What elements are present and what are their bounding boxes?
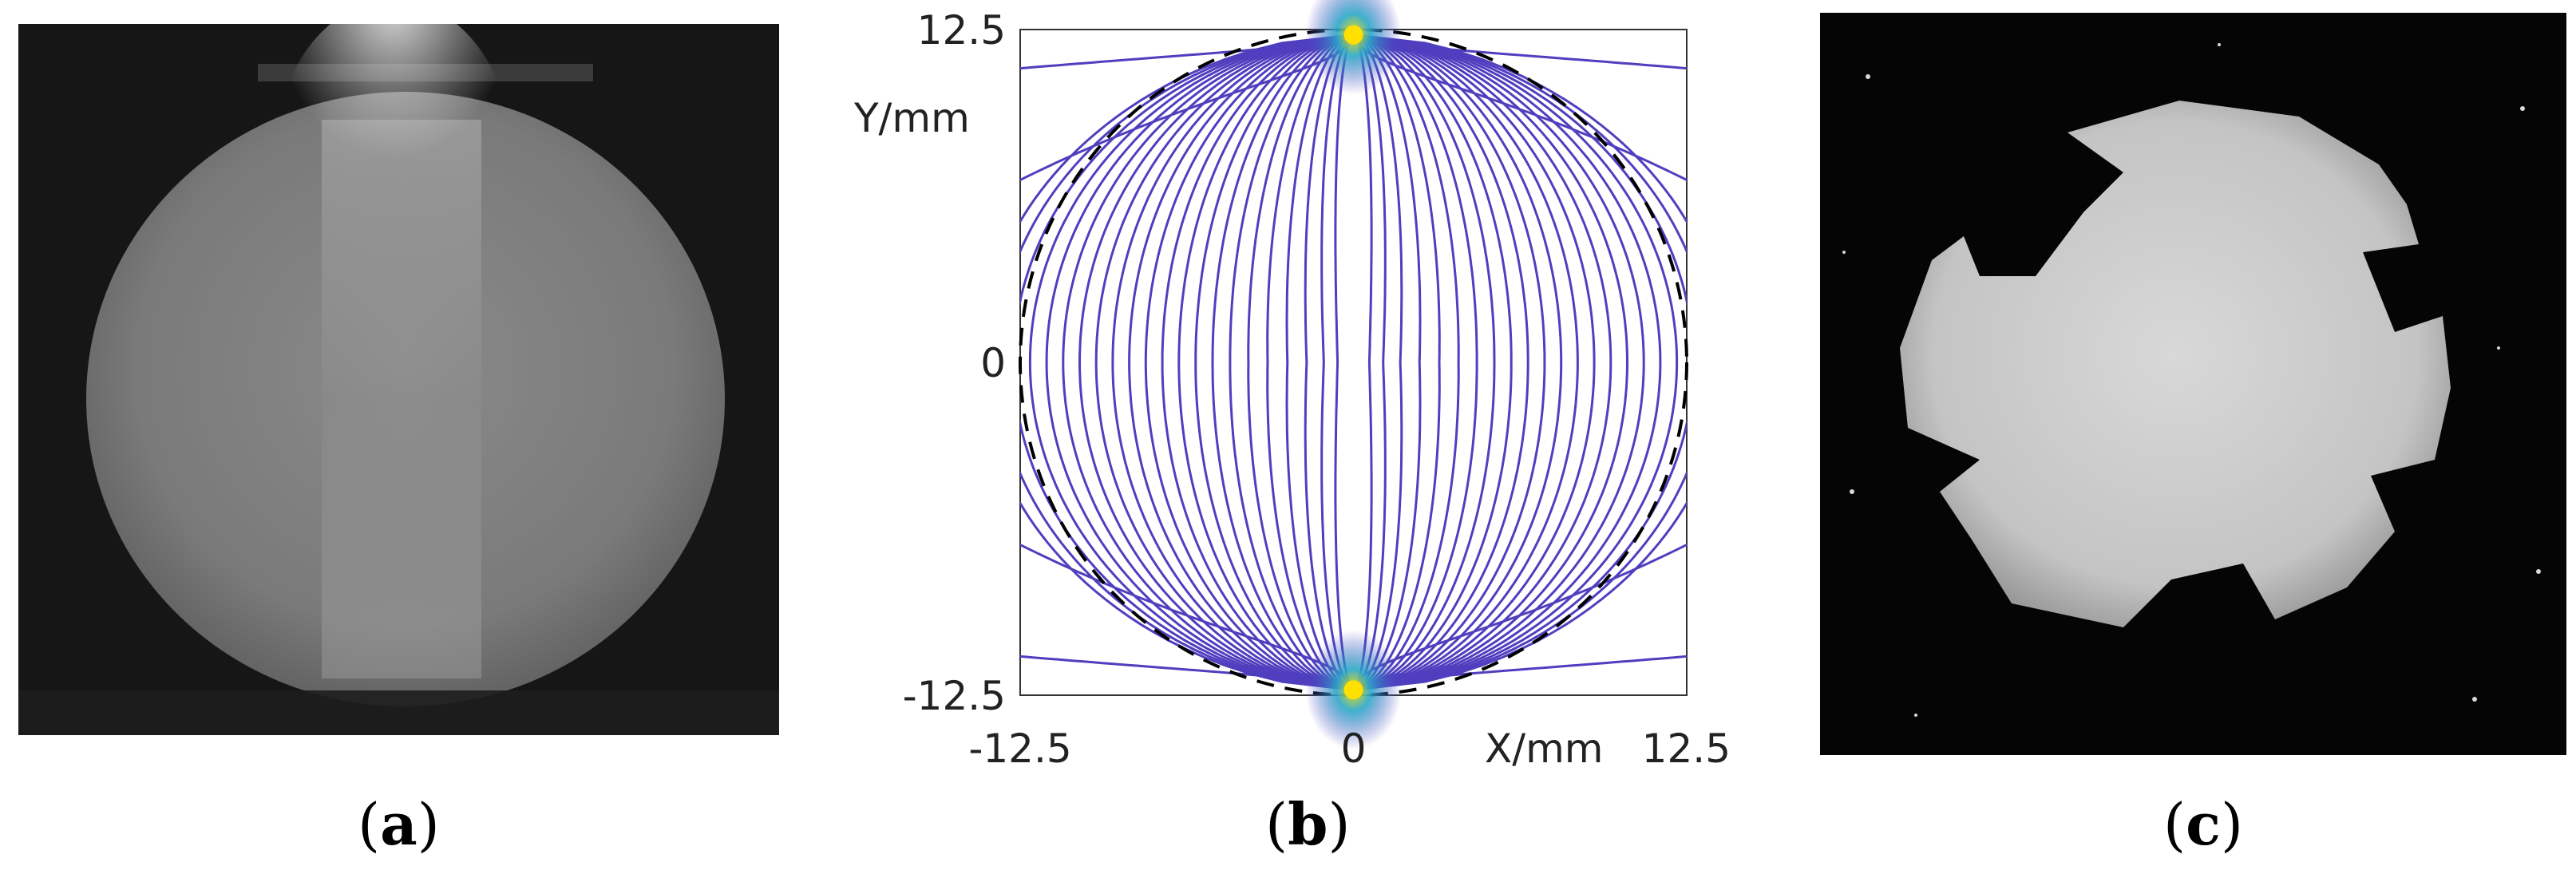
contour-line [1020,34,1355,70]
y-tick-label: 12.5 [917,7,1006,53]
contour-line [1353,34,1478,691]
contour-line [1353,34,1496,691]
caption-c: (c) [2163,790,2244,858]
contour-line [1247,34,1355,691]
photo-panel-a [18,24,779,735]
contour-line [1028,34,1354,691]
caption-b: (b) [1265,790,1351,858]
contour-line [1353,34,1563,691]
contour-line [1353,34,1687,691]
contour-line [1266,34,1355,691]
contour-line [1352,34,1373,691]
contour-line [1353,34,1546,691]
contour-line [1045,34,1354,691]
contour-line [1194,34,1354,691]
source-marker-1 [1305,0,1402,95]
contour-line [1020,543,1355,691]
contour-line [1353,34,1645,691]
contour-line [1128,34,1354,691]
source-core-1 [1343,25,1363,45]
contour-line [1353,34,1662,691]
contour-line [1353,34,1579,691]
contour-line [1352,655,1687,691]
contour-line [1353,34,1629,691]
contour-line [1353,34,1596,691]
contour-line [1094,34,1354,691]
source-core-2 [1343,680,1363,700]
contour-line [1161,34,1354,691]
photo-panel-c [1820,13,2566,755]
contour-line [1020,34,1355,182]
contour-line [1353,34,1529,691]
contour-line [1144,34,1354,691]
contour-line [1177,34,1354,691]
contour-line [1211,34,1354,691]
x-tick-label: 12.5 [1642,726,1731,772]
x-tick-label: -12.5 [968,726,1071,772]
contour-line [1352,543,1687,691]
contour-line [1078,34,1354,691]
contour-line [1352,34,1422,691]
contour-line [1352,34,1460,691]
contour-chart-panel: -12.5 0 12.5 12.5 0 -12.5 X/mm Y/mm [846,0,1748,782]
contour-line [1334,34,1355,691]
contour-line [1352,34,1403,691]
contour-line [1020,34,1354,691]
source-markers [1305,0,1402,750]
contour-line [1304,34,1355,691]
plot-frame [1019,29,1688,696]
contour-line [1020,655,1355,691]
contour-line [1353,34,1612,691]
contour-line [1111,34,1354,691]
photo-a-image [18,24,779,735]
contour-line [1229,34,1354,691]
contour-line [1352,34,1687,70]
tick-labels: -12.5 0 12.5 12.5 0 -12.5 [903,7,1731,772]
y-tick-label: -12.5 [903,673,1006,719]
photo-c-image [1820,13,2566,755]
contour-line [1320,34,1355,691]
contour-line [1062,34,1354,691]
contour-chart: -12.5 0 12.5 12.5 0 -12.5 X/mm Y/mm [853,0,1731,772]
contour-line [1353,34,1687,691]
x-tick-label: 0 [1341,726,1367,772]
x-axis-label: X/mm [1485,726,1604,772]
contour-line [1285,34,1355,691]
contour-line [1020,34,1354,691]
contour-lines [1020,34,1687,691]
contour-line [1353,34,1679,691]
y-tick-label: 0 [980,340,1006,386]
y-axis-label: Y/mm [853,95,970,141]
contour-line [1352,34,1687,182]
contour-line [1352,34,1441,691]
contour-line [1352,34,1387,691]
caption-a: (a) [358,790,440,858]
contour-line [1353,34,1513,691]
